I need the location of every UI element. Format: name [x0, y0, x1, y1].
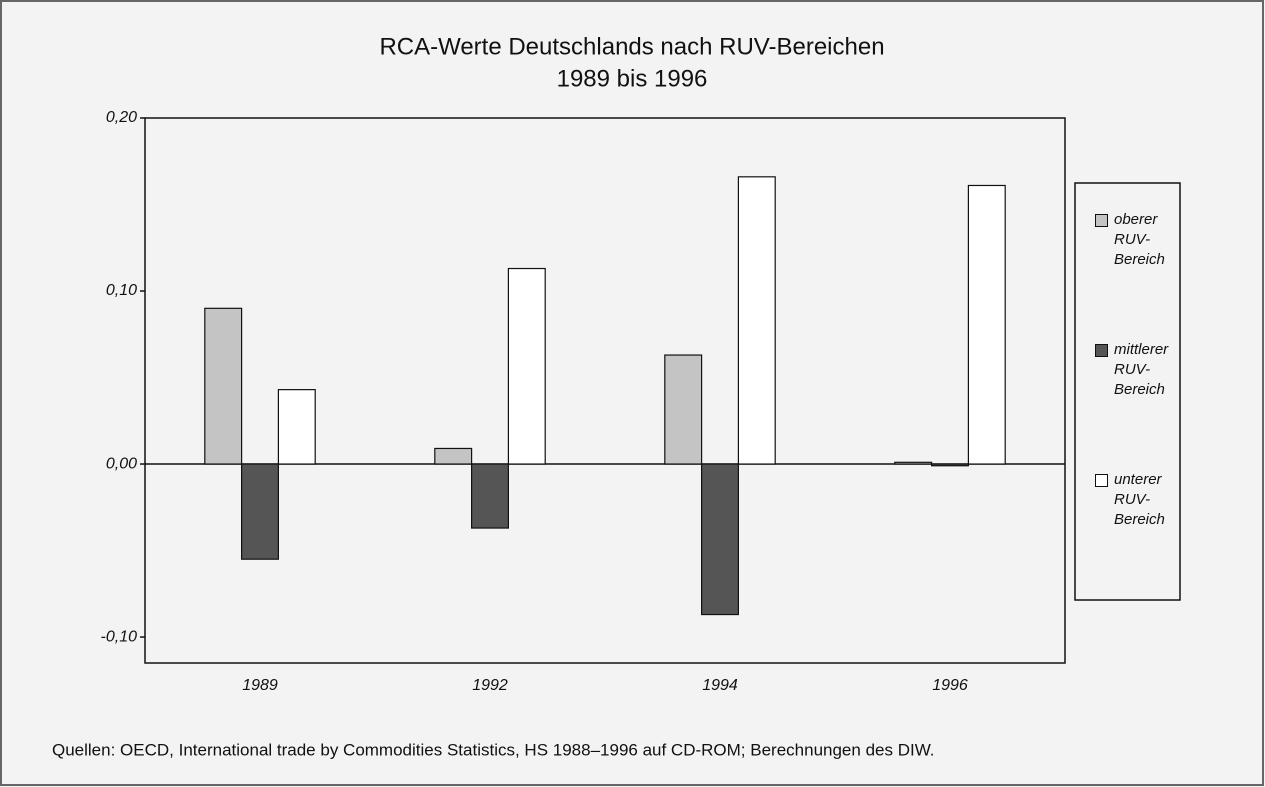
bar [241, 463, 280, 560]
x-tick-label: 1989 [242, 677, 278, 694]
bar [471, 463, 510, 529]
y-tick-label: 0,10 [106, 282, 137, 299]
x-tick-label: 1996 [932, 677, 968, 694]
bar [507, 267, 546, 465]
y-tick-label: 0,20 [106, 109, 137, 126]
legend-label: unterer RUV-Bereich [1114, 471, 1165, 528]
legend-swatch [1095, 344, 1108, 357]
bar [930, 463, 969, 467]
plot-area [144, 117, 1066, 664]
legend-item: unterer RUV-Bereich [1095, 470, 1172, 530]
legend-swatch [1095, 214, 1108, 227]
y-tick-label: -0,10 [101, 628, 138, 645]
chart-subtitle: 1989 bis 1996 [557, 65, 708, 92]
legend-label: mittlerer RUV-Bereich [1114, 341, 1169, 398]
legend-item: mittlerer RUV-Bereich [1095, 340, 1172, 400]
chart-title: RCA-Werte Deutschlands nach RUV-Bereiche… [379, 33, 884, 60]
x-tick-label: 1992 [472, 677, 508, 694]
legend-item: oberer RUV-Bereich [1095, 210, 1172, 270]
legend-swatch [1095, 474, 1108, 487]
bar [434, 447, 473, 465]
bar [894, 461, 933, 465]
bar [737, 176, 776, 465]
y-tick-label: 0,00 [106, 455, 137, 472]
bar [700, 463, 739, 616]
source-note: Quellen: OECD, International trade by Co… [52, 740, 935, 759]
legend-label: oberer RUV-Bereich [1114, 211, 1165, 268]
x-tick-label: 1994 [702, 677, 738, 694]
bar [204, 307, 243, 465]
bar [967, 184, 1006, 465]
legend-box [1074, 182, 1181, 601]
bar [664, 354, 703, 465]
bar [277, 389, 316, 465]
